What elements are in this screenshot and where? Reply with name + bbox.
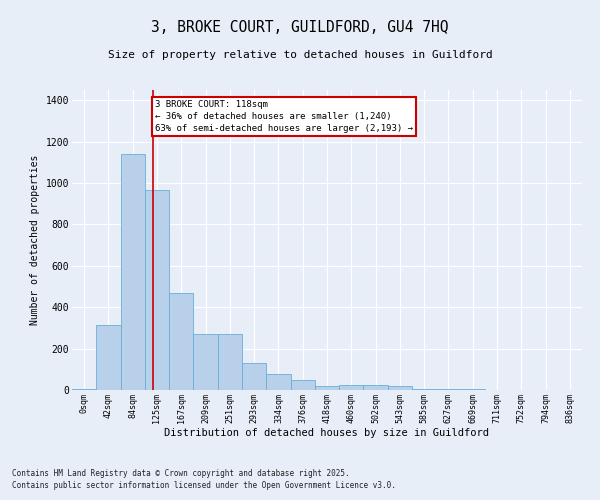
Text: Contains public sector information licensed under the Open Government Licence v3: Contains public sector information licen… bbox=[12, 481, 396, 490]
Bar bbox=[145, 190, 169, 390]
Bar bbox=[290, 380, 315, 390]
Bar bbox=[242, 363, 266, 390]
Bar bbox=[169, 293, 193, 390]
Text: Contains HM Land Registry data © Crown copyright and database right 2025.: Contains HM Land Registry data © Crown c… bbox=[12, 468, 350, 477]
Bar bbox=[461, 389, 485, 390]
Bar bbox=[218, 334, 242, 390]
Bar bbox=[388, 386, 412, 390]
Y-axis label: Number of detached properties: Number of detached properties bbox=[30, 155, 40, 325]
Bar bbox=[339, 386, 364, 390]
Bar bbox=[412, 389, 436, 390]
Bar bbox=[436, 389, 461, 390]
Text: 3 BROKE COURT: 118sqm
← 36% of detached houses are smaller (1,240)
63% of semi-d: 3 BROKE COURT: 118sqm ← 36% of detached … bbox=[155, 100, 413, 133]
Bar bbox=[266, 374, 290, 390]
Text: Size of property relative to detached houses in Guildford: Size of property relative to detached ho… bbox=[107, 50, 493, 60]
Bar bbox=[193, 334, 218, 390]
Bar bbox=[315, 386, 339, 390]
X-axis label: Distribution of detached houses by size in Guildford: Distribution of detached houses by size … bbox=[164, 428, 490, 438]
Bar bbox=[96, 325, 121, 390]
Bar bbox=[364, 386, 388, 390]
Bar bbox=[72, 389, 96, 390]
Bar bbox=[121, 154, 145, 390]
Text: 3, BROKE COURT, GUILDFORD, GU4 7HQ: 3, BROKE COURT, GUILDFORD, GU4 7HQ bbox=[151, 20, 449, 35]
